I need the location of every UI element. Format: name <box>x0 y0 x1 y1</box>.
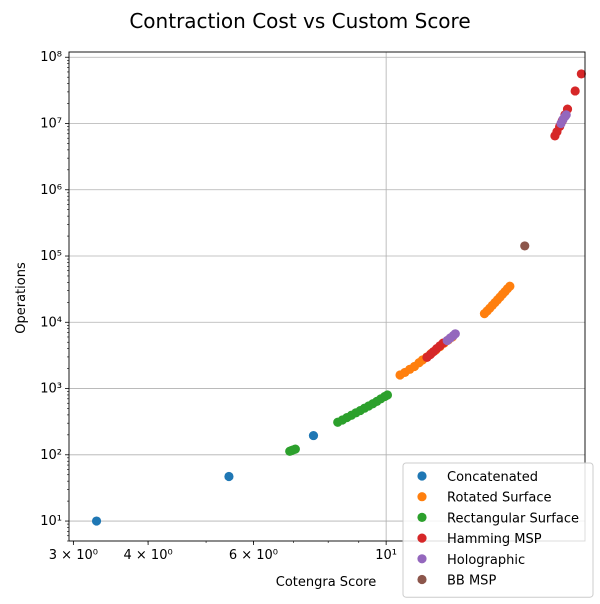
legend-label-holographic: Holographic <box>447 553 525 568</box>
legend-label-bb-msp: BB MSP <box>447 574 496 589</box>
legend-marker-concatenated <box>417 471 427 481</box>
y-tick-label: 10¹ <box>40 514 62 529</box>
legend-marker-hamming-msp <box>417 533 427 543</box>
data-point-hamming-msp <box>576 69 586 79</box>
x-axis-label: Cotengra Score <box>276 575 376 590</box>
x-tick-label: 3 × 10⁰ <box>49 548 98 563</box>
legend: Concatenated Rotated Surface Rectangular S… <box>402 462 594 598</box>
data-layer <box>91 69 586 526</box>
y-tick-label: 10⁷ <box>40 117 62 132</box>
y-tick-label: 10⁸ <box>40 50 62 65</box>
data-point-rotated-surface <box>505 281 515 291</box>
data-point-holographic <box>450 329 460 339</box>
data-point-hamming-msp <box>570 86 580 96</box>
chart-title: Contraction Cost vs Custom Score <box>129 9 470 33</box>
axes-layer: 10¹ 10² 10³ 10⁴ 10⁵ 10⁶ 10⁷ 10⁸ 3 × 10⁰ 4 × 10⁰ 6 … <box>40 50 586 563</box>
y-tick-label: 10⁶ <box>40 183 62 198</box>
legend-box <box>402 462 594 598</box>
y-tick-label: 10⁴ <box>40 315 62 330</box>
data-point-holographic <box>561 110 571 120</box>
legend-marker-bb-msp <box>417 574 427 585</box>
grid-layer <box>69 52 585 541</box>
legend-label-concatenated: Concatenated <box>447 470 538 485</box>
plot-frame <box>68 51 586 542</box>
x-tick-label: 4 × 10⁰ <box>124 548 173 563</box>
x-tick-label: 10¹ <box>375 548 397 563</box>
y-tick-label: 10³ <box>40 382 62 397</box>
data-point-concatenated <box>224 471 234 482</box>
legend-label-rectangular-surface: Rectangular Surface <box>447 511 579 526</box>
x-tick-label: 6 × 10⁰ <box>229 548 278 563</box>
y-tick-label: 10² <box>40 448 62 463</box>
data-point-bb-msp <box>520 241 530 251</box>
legend-label-hamming-msp: Hamming MSP <box>447 532 542 547</box>
y-tick-label: 10⁵ <box>40 249 62 264</box>
data-point-concatenated <box>91 516 102 526</box>
legend-marker-holographic <box>417 554 427 564</box>
legend-marker-rotated-surface <box>417 492 427 502</box>
data-point-rectangular-surface <box>290 444 300 454</box>
legend-label-rotated-surface: Rotated Surface <box>447 491 551 506</box>
data-point-rectangular-surface <box>382 390 393 400</box>
y-axis-label: Operations <box>14 262 29 334</box>
legend-marker-rectangular-surface <box>417 512 427 523</box>
data-point-concatenated <box>308 430 319 441</box>
